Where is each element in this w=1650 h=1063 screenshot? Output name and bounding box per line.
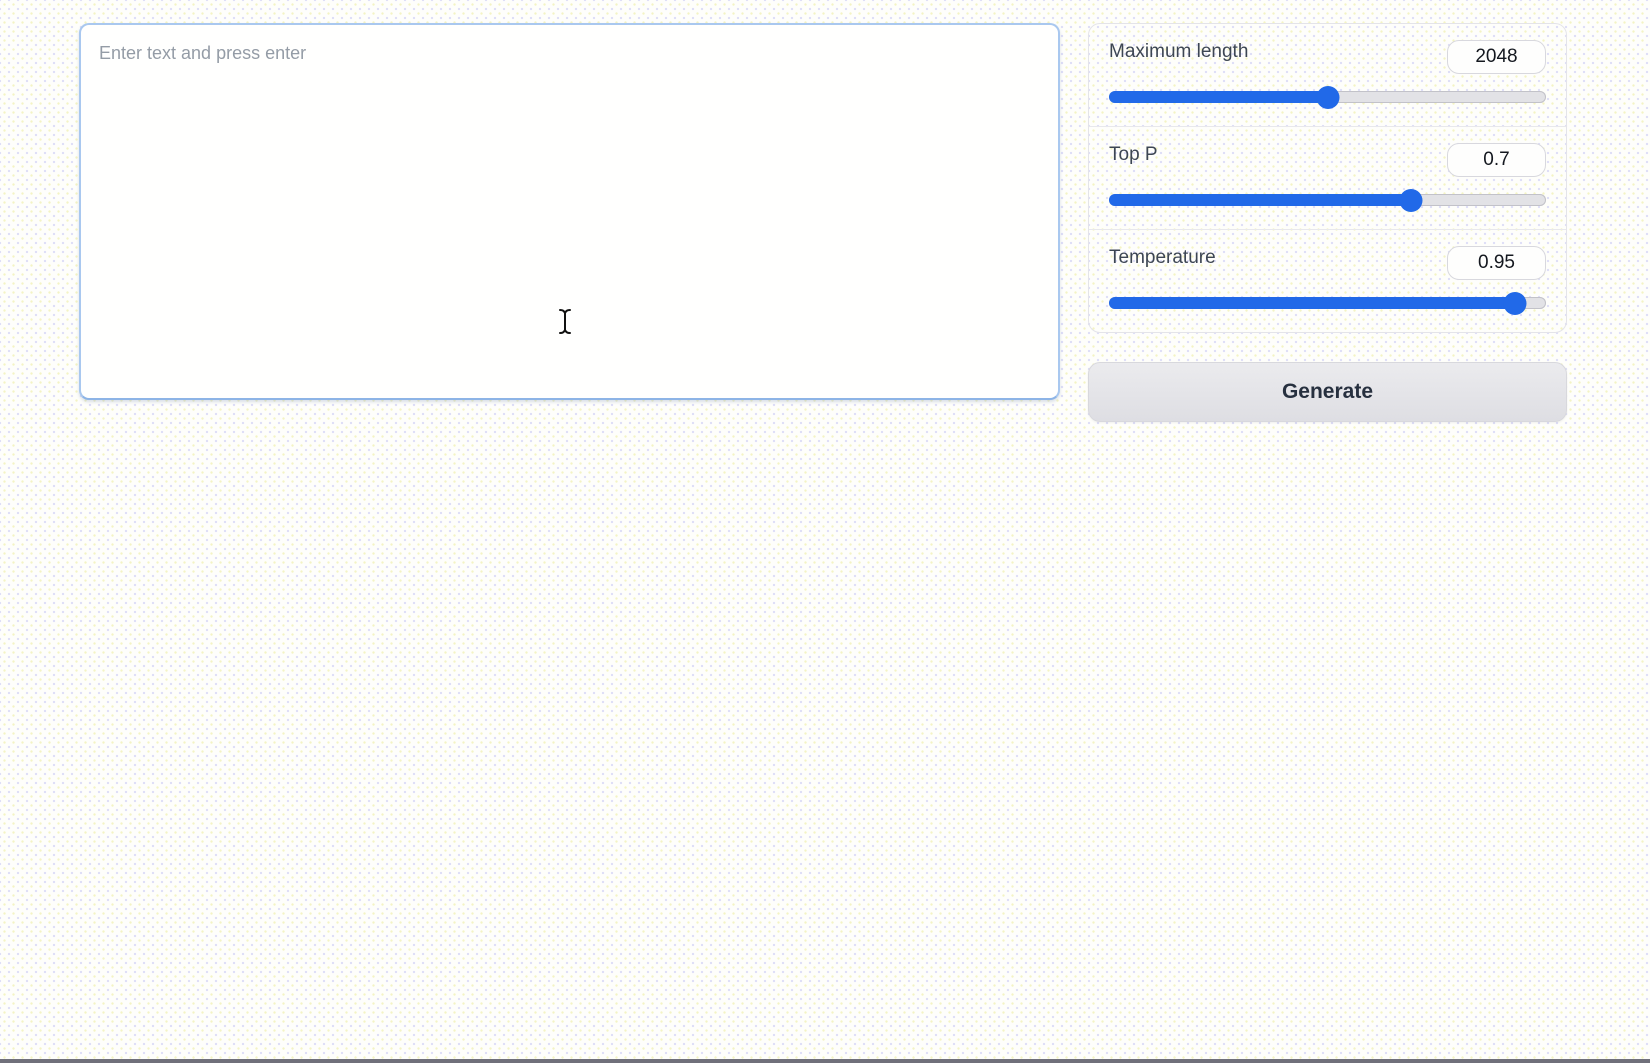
max-length-slider[interactable] <box>1109 86 1546 109</box>
temperature-slider[interactable] <box>1109 292 1546 315</box>
generate-button[interactable]: Generate <box>1088 362 1567 422</box>
prompt-input[interactable] <box>81 25 1058 398</box>
temperature-label: Temperature <box>1109 247 1216 268</box>
slider-thumb[interactable] <box>1399 189 1423 212</box>
temperature-value-input[interactable] <box>1447 246 1546 280</box>
top-p-label: Top P <box>1109 144 1158 165</box>
max-length-row: Maximum length <box>1089 24 1566 126</box>
parameters-panel: Maximum length Top P Temperature <box>1088 23 1567 333</box>
window-bottom-edge <box>0 1059 1650 1063</box>
slider-fill <box>1109 297 1516 309</box>
temperature-row: Temperature <box>1089 229 1566 332</box>
slider-thumb[interactable] <box>1503 292 1527 315</box>
top-p-row: Top P <box>1089 126 1566 229</box>
slider-fill <box>1109 91 1328 103</box>
top-p-slider[interactable] <box>1109 189 1546 212</box>
slider-fill <box>1109 194 1411 206</box>
slider-thumb[interactable] <box>1316 86 1339 109</box>
prompt-textbox-container <box>79 23 1060 400</box>
max-length-value-input[interactable] <box>1447 40 1546 74</box>
max-length-label: Maximum length <box>1109 41 1249 62</box>
top-p-value-input[interactable] <box>1447 143 1546 177</box>
